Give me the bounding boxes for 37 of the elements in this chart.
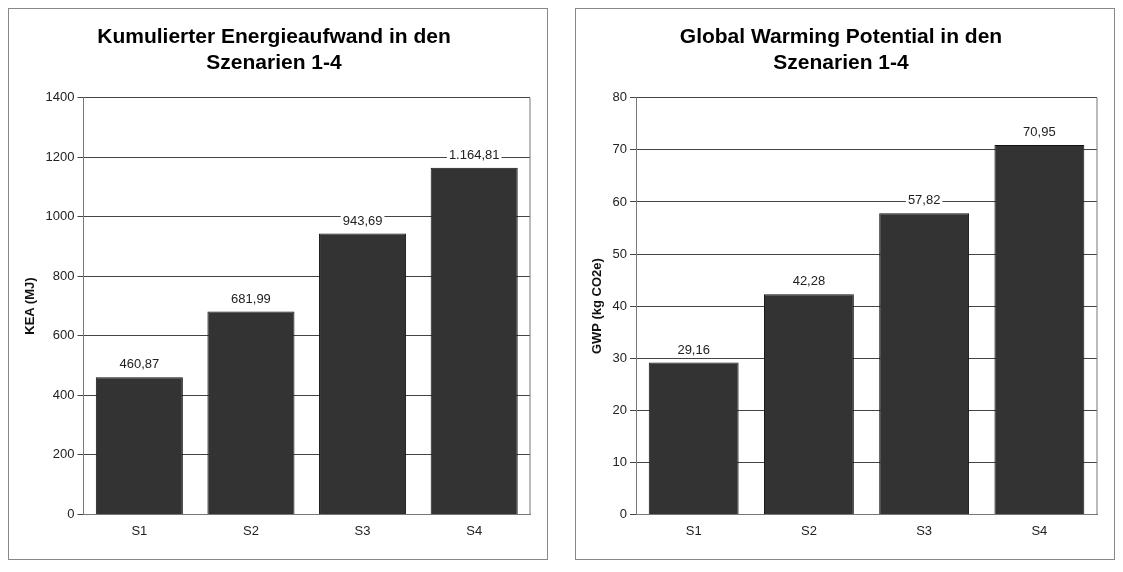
x-tick-label: S4	[466, 522, 483, 538]
y-tick-label: 200	[52, 446, 75, 462]
x-tick-label: S3	[916, 522, 933, 538]
data-label: 29,16	[677, 341, 710, 357]
y-axis-title: KEA (MJ)	[22, 277, 38, 335]
data-label: 1.164,81	[448, 146, 500, 162]
y-tick-label: 800	[52, 267, 75, 283]
y-tick-label: 600	[52, 327, 75, 343]
data-label: 42,28	[792, 273, 826, 289]
y-tick-label: 80	[612, 89, 628, 105]
chart-title: Kumulierter Energieaufwand in den Szenarien 1-4	[96, 23, 452, 75]
data-label: 57,82	[907, 192, 941, 208]
x-tick-label: S1	[131, 522, 148, 538]
y-tick-label: 40	[612, 297, 628, 313]
data-label: 70,95	[1023, 124, 1056, 140]
x-tick-label: S4	[1031, 522, 1048, 538]
data-label: 460,87	[119, 356, 160, 372]
data-label: 681,99	[231, 290, 271, 306]
y-tick-label: 50	[612, 245, 628, 261]
y-axis-title: GWP (kg CO2e)	[589, 258, 605, 355]
y-tick-label: 70	[612, 141, 628, 157]
y-tick-label: 1000	[45, 208, 75, 224]
chart-title: Global Warming Potential in den Szenarien 1-4	[678, 23, 1004, 75]
y-tick-label: 10	[612, 453, 628, 469]
y-tick-label: 0	[619, 505, 628, 521]
y-tick-label: 1200	[45, 148, 75, 164]
x-tick-label: S2	[243, 522, 259, 538]
y-tick-label: 20	[612, 401, 628, 417]
data-label: 943,69	[342, 212, 383, 228]
y-tick-label: 60	[612, 193, 628, 209]
y-tick-label: 1400	[45, 89, 75, 105]
y-tick-label: 0	[67, 505, 75, 521]
x-tick-label: S2	[800, 522, 817, 538]
x-tick-label: S3	[354, 522, 371, 538]
y-tick-label: 30	[612, 349, 628, 365]
x-tick-label: S1	[685, 522, 702, 538]
y-tick-label: 400	[52, 386, 75, 402]
